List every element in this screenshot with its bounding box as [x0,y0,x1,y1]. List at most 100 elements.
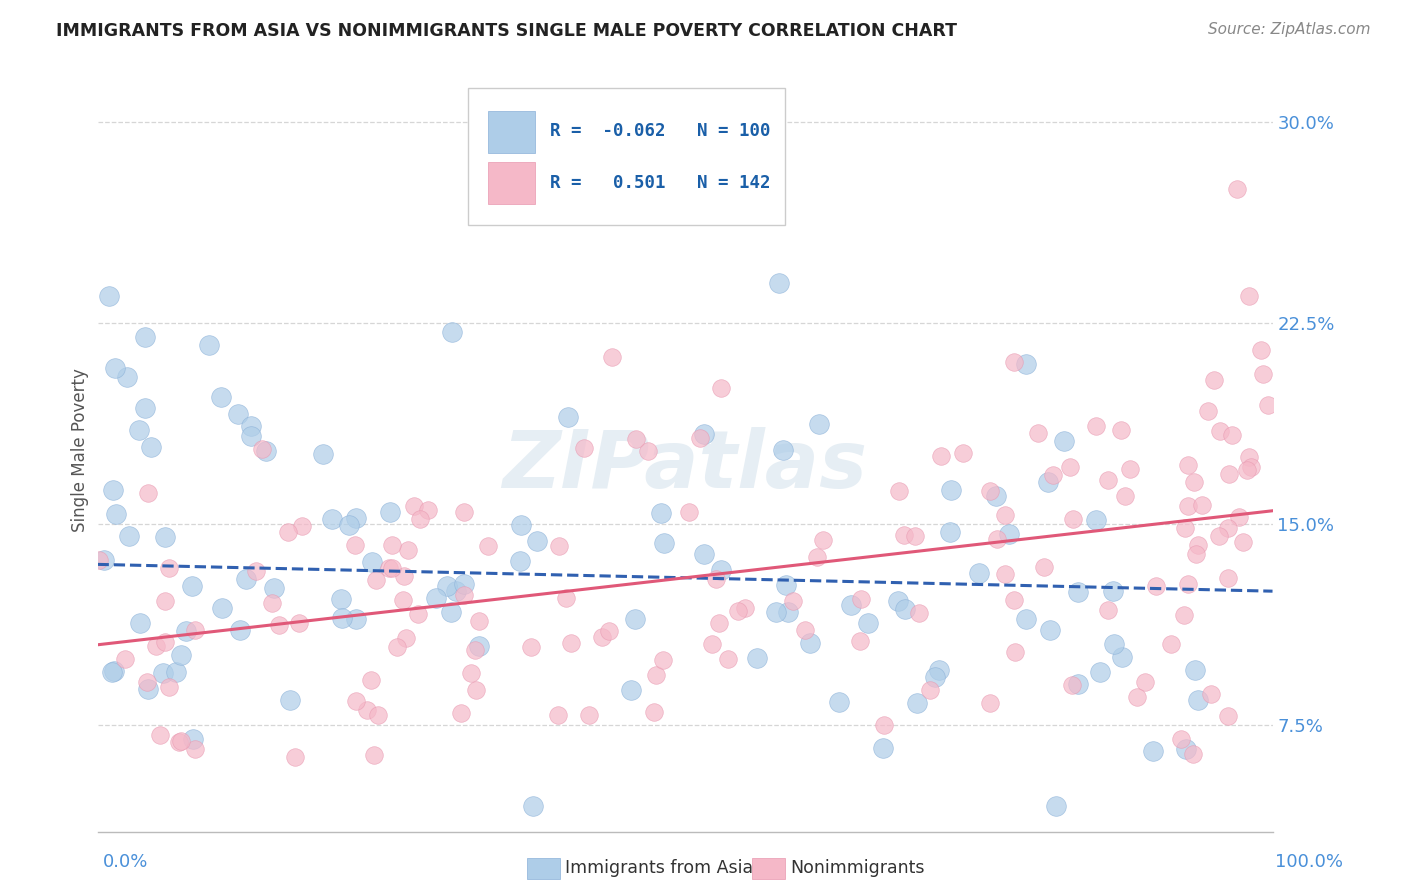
Point [782,593,804,607]
Point [598,624,620,639]
Point [128,423,150,437]
Point [183,742,205,756]
Point [149,728,172,742]
Text: ZIPatlas: ZIPatlas [502,426,868,505]
Point [115,369,138,384]
Point [572,441,595,455]
Text: 0.0%: 0.0% [103,853,148,871]
Point [153,593,176,607]
Point [98,289,121,303]
Point [344,612,367,626]
Point [1032,560,1054,574]
Point [904,529,927,543]
Point [396,543,419,558]
Point [360,555,382,569]
Point [1191,498,1213,512]
Point [280,692,302,706]
Point [939,483,962,498]
Point [747,650,769,665]
Point [908,606,931,620]
Point [1026,425,1049,440]
Point [811,533,834,547]
Point [905,696,928,710]
Point [170,733,193,747]
Point [700,637,723,651]
Point [1182,747,1205,761]
Point [1038,475,1060,489]
Point [465,683,488,698]
Point [1053,434,1076,448]
Point [1002,593,1025,607]
FancyBboxPatch shape [488,162,534,204]
Point [1085,513,1108,527]
Point [395,631,418,645]
Point [560,636,582,650]
Point [623,612,645,626]
Point [1097,603,1119,617]
Point [1173,608,1195,623]
Point [330,611,353,625]
Point [1114,489,1136,503]
Point [134,329,156,343]
Point [1199,687,1222,701]
Text: Immigrants from Asia: Immigrants from Asia [565,859,754,877]
Point [145,639,167,653]
Point [174,624,197,638]
Point [652,536,675,550]
Point [651,652,673,666]
Point [381,561,404,575]
Point [1185,547,1208,561]
Point [1208,529,1230,543]
Point [799,636,821,650]
Point [104,507,127,521]
Point [851,591,873,606]
Point [101,483,124,497]
Point [979,696,1001,710]
Point [986,532,1008,546]
Point [650,506,672,520]
Point [644,668,666,682]
Point [134,401,156,415]
Point [1218,709,1240,723]
Point [254,443,277,458]
Point [624,432,647,446]
Point [183,732,205,747]
Point [928,663,950,677]
Point [693,427,716,442]
Point [1133,675,1156,690]
Point [235,572,257,586]
FancyBboxPatch shape [468,87,785,225]
Point [509,554,531,568]
Point [1250,343,1272,357]
Point [734,601,756,615]
Point [1109,423,1132,437]
Point [226,407,249,421]
Point [1187,693,1209,707]
Point [839,598,862,612]
Point [602,350,624,364]
Point [406,607,429,621]
Point [104,360,127,375]
Point [1102,637,1125,651]
Point [330,591,353,606]
Point [727,603,749,617]
Point [794,623,817,637]
Point [240,428,263,442]
Point [1088,665,1111,679]
Point [198,338,221,352]
Text: R =   0.501   N = 142: R = 0.501 N = 142 [550,174,770,192]
Point [887,593,910,607]
Point [873,718,896,732]
Point [89,553,111,567]
Point [1119,461,1142,475]
Point [114,652,136,666]
Point [1015,612,1038,626]
Point [136,674,159,689]
Point [245,564,267,578]
Point [1237,289,1260,303]
Point [425,591,447,605]
Point [578,707,600,722]
Point [1257,398,1279,412]
Point [103,664,125,678]
Point [477,539,499,553]
